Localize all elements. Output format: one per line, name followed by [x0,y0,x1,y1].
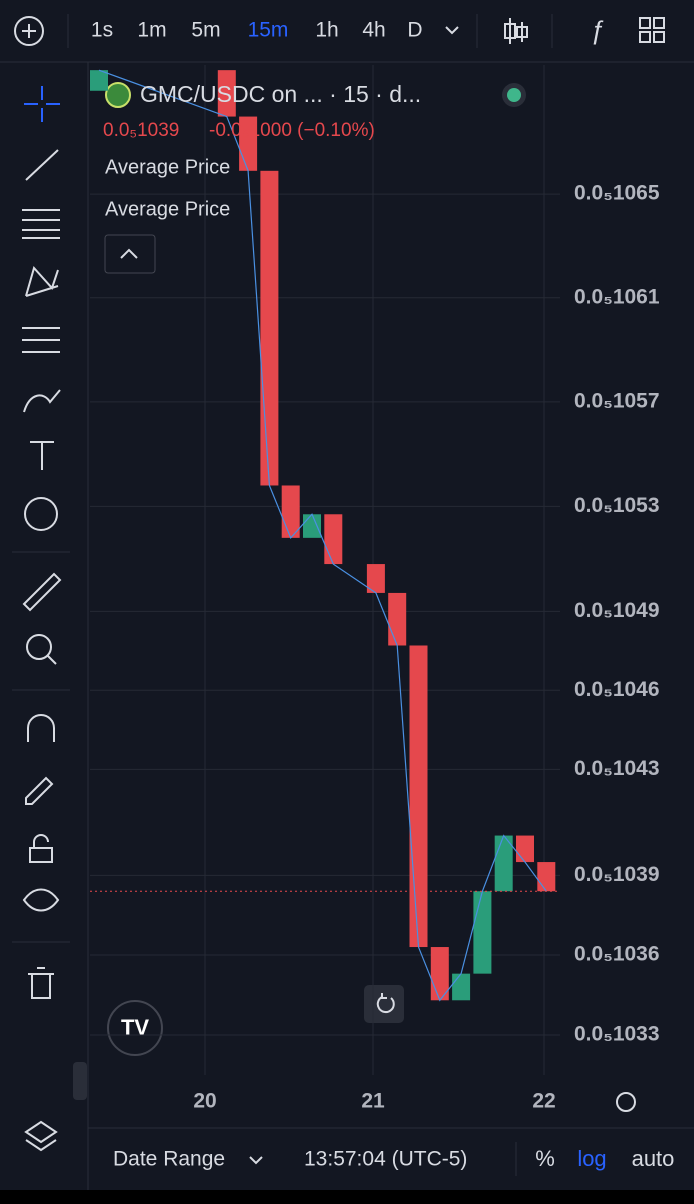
candle-body [516,835,534,863]
reset-button[interactable] [364,985,404,1023]
tv-logo[interactable] [107,1000,163,1056]
y-tick-label: 0.0₅1061 [574,285,660,308]
pattern-tool[interactable] [25,265,59,297]
crosshair-tool[interactable] [24,86,60,122]
layout-button[interactable] [639,17,665,43]
brush-tool[interactable] [23,389,61,413]
y-tick-label: 0.0₅1043 [574,757,660,780]
text-tool[interactable] [30,441,54,470]
candle-body [366,564,385,593]
range-dropdown [249,1156,263,1165]
candle-body [409,645,428,948]
average-price-line [98,69,547,1002]
y-tick-label: 0.0₅1053 [574,494,660,517]
candle-body [537,862,556,892]
x-tick-label: 22 [532,1090,555,1113]
unlock-tool[interactable] [29,834,53,863]
settings-button[interactable] [616,1092,636,1112]
interval-button[interactable]: 15m [248,19,289,42]
last-price: 0.0₅1039 [103,120,179,141]
y-tick-label: 0.0₅1033 [574,1022,660,1045]
layers-button[interactable] [24,1120,58,1152]
status-dot [507,88,521,102]
indicators-button[interactable]: ƒ [590,15,604,45]
candle-body [452,973,471,1001]
price-change: -0.0₈1000 (−0.10%) [209,120,375,141]
interval-button[interactable]: 1h [315,19,338,42]
collapse-legend[interactable] [104,234,156,274]
x-tick-label: 21 [361,1090,385,1113]
add-button[interactable] [14,16,44,46]
interval-button[interactable]: 1s [91,19,113,42]
indicator-label[interactable]: Average Price [105,198,230,220]
hide-tool[interactable] [22,888,60,912]
candle-body [217,70,236,117]
interval-button[interactable]: 5m [191,19,220,42]
y-tick-label: 0.0₅1049 [574,599,660,622]
y-tick-label: 0.0₅1039 [574,863,660,886]
side-toggle[interactable] [73,1062,87,1100]
symbol-title: GMC/USDC on ... · 15 · d... [140,81,421,107]
chart-type-button[interactable] [504,18,528,44]
candle-body [260,170,279,486]
drawing-tools [22,86,62,1152]
symbol-logo [105,82,131,108]
separators [12,14,553,1176]
zoom-tool[interactable] [26,634,52,660]
interval-button[interactable]: D [407,19,422,42]
emoji-tool[interactable] [24,497,58,531]
interval-button[interactable]: 1m [137,19,166,42]
candle-body [324,514,343,565]
bottom-edge [0,1190,694,1199]
trend-line-tool[interactable] [25,149,59,181]
fib-tool[interactable] [22,209,60,239]
indicator-label[interactable]: Average Price [105,156,230,178]
auto-toggle[interactable]: auto [632,1146,675,1171]
lock-draw-tool[interactable] [25,776,54,805]
date-range-button[interactable]: Date Range [113,1148,225,1171]
delete-tool[interactable] [28,967,54,999]
log-toggle[interactable]: log [577,1146,606,1171]
candle-body [90,70,108,91]
candle-body [494,835,513,892]
candle-body [388,592,407,646]
candle-body [281,485,300,538]
clock: 13:57:04 (UTC-5) [304,1148,467,1171]
reset-icon [376,993,395,1014]
x-tick-label: 20 [193,1090,216,1113]
y-tick-label: 0.0₅1046 [574,678,660,701]
forecast-tool[interactable] [22,327,60,353]
candle-body [239,116,258,171]
y-tick-label: 0.0₅1057 [574,389,660,412]
collapse-icon [120,248,138,259]
interval-button[interactable]: 4h [362,19,385,42]
measure-tool[interactable] [22,572,62,612]
interval-dropdown[interactable] [445,26,459,35]
tv-logo-text: TV [121,1015,149,1040]
y-tick-label: 0.0₅1065 [574,182,660,205]
candle-body [473,891,492,974]
y-tick-label: 0.0₅1036 [574,943,660,966]
candle-body [303,514,321,538]
add-icon [22,24,36,38]
candle-body [430,947,449,1001]
magnet-tool[interactable] [27,714,55,742]
percent-toggle[interactable]: % [535,1146,555,1171]
